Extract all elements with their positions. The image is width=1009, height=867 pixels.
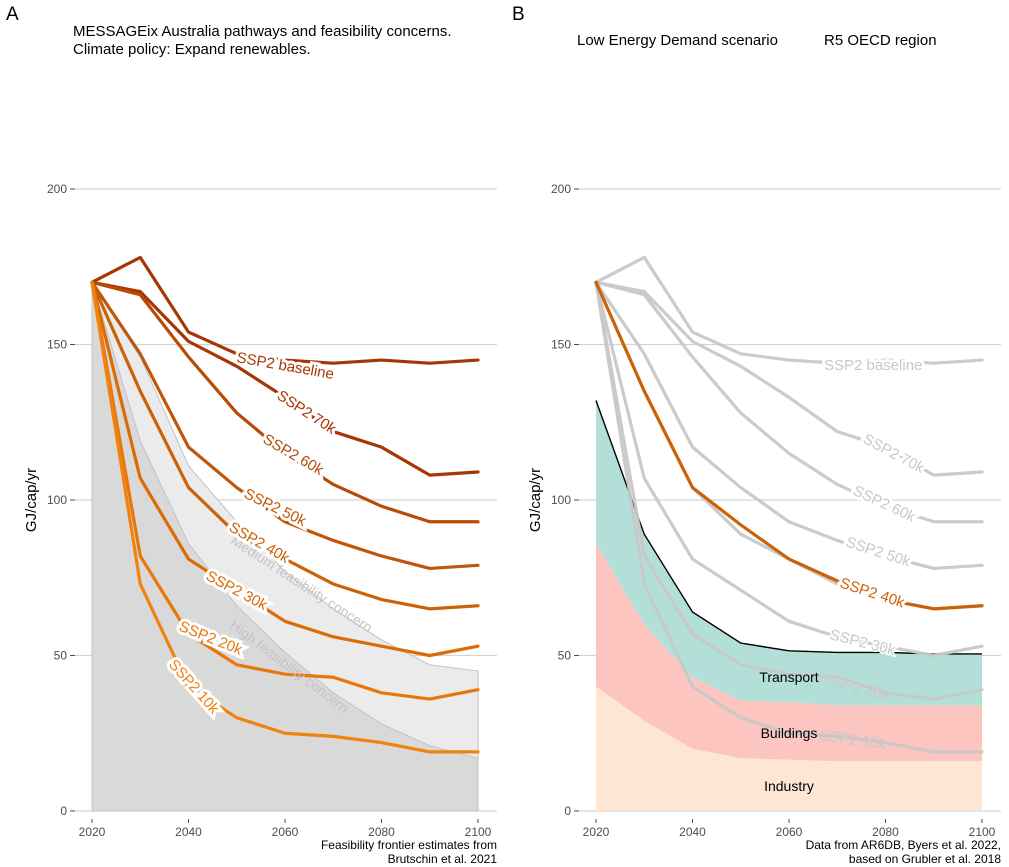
panel-b-x-tick-label-2080: 2080 xyxy=(872,825,899,839)
panel-a: A MESSAGEix Australia pathways and feasi… xyxy=(6,4,497,866)
panel-b-title-scenario: Low Energy Demand scenario xyxy=(577,32,778,49)
context-label-ssp2-70k: SSP2 70k xyxy=(860,431,927,478)
context-label-ssp2-40k: SSP2 40k xyxy=(838,575,907,612)
context-line-ssp2-70k xyxy=(596,282,982,475)
panel-b-y-tick-label-200: 200 xyxy=(551,182,571,196)
panel-b-letter: B xyxy=(512,4,525,25)
panel-a-y-tick-label-50: 50 xyxy=(54,649,68,663)
panel-b-y-tick-label-50: 50 xyxy=(558,649,572,663)
panel-b-caption-line-1: Data from AR6DB, Byers et al. 2022, xyxy=(806,838,1001,852)
label-ssp2-baseline: SSP2 baseline xyxy=(235,349,335,383)
panel-a-y-axis-label: GJ/cap/yr xyxy=(23,468,40,532)
context-line-ssp2-60k xyxy=(596,282,982,521)
panel-b-x-tick-label-2060: 2060 xyxy=(776,825,803,839)
sector-label-buildings: Buildings xyxy=(761,725,818,741)
sector-label-transport: Transport xyxy=(759,669,819,685)
panel-a-x-tick-label-2100: 2100 xyxy=(465,825,492,839)
panel-b: B Low Energy Demand scenario R5 OECD reg… xyxy=(512,4,1001,866)
panel-b-title-region: R5 OECD region xyxy=(824,32,937,49)
panel-a-caption-line-2: Brutschin et al. 2021 xyxy=(388,852,498,866)
panel-a-x-tick-label-2020: 2020 xyxy=(79,825,106,839)
panel-a-y-tick-label-150: 150 xyxy=(47,338,67,352)
panel-b-x-tick-label-2100: 2100 xyxy=(969,825,996,839)
label-ssp2-70k: SSP2 70k xyxy=(274,387,340,438)
panel-a-x-tick-label-2060: 2060 xyxy=(272,825,299,839)
panel-b-y-tick-label-0: 0 xyxy=(564,804,571,818)
panel-a-y-tick-label-0: 0 xyxy=(60,804,67,818)
panel-b-x-tick-label-2020: 2020 xyxy=(583,825,610,839)
panel-a-y-tick-label-100: 100 xyxy=(47,493,67,507)
context-label-ssp2-baseline: SSP2 baseline xyxy=(824,357,922,374)
panel-b-x-tick-label-2040: 2040 xyxy=(679,825,706,839)
panel-a-x-tick-label-2080: 2080 xyxy=(368,825,395,839)
label-ssp2-60k: SSP2 60k xyxy=(260,431,327,479)
context-line-ssp2-baseline xyxy=(596,257,982,363)
panel-a-y-tick-label-200: 200 xyxy=(47,182,67,196)
panel-a-x-tick-label-2040: 2040 xyxy=(175,825,202,839)
context-label-ssp2-50k: SSP2 50k xyxy=(844,534,913,571)
panel-a-title-line-2: Climate policy: Expand renewables. xyxy=(73,41,311,58)
line-ssp2-baseline xyxy=(92,257,478,363)
panel-b-y-axis-label: GJ/cap/yr xyxy=(527,468,544,532)
panel-b-caption-line-2: based on Grubler et al. 2018 xyxy=(849,852,1001,866)
panel-b-y-tick-label-100: 100 xyxy=(551,493,571,507)
sector-label-industry: Industry xyxy=(764,778,814,794)
panel-a-letter: A xyxy=(6,4,19,25)
context-line-ssp2-50k xyxy=(596,282,982,568)
panel-b-y-tick-label-150: 150 xyxy=(551,338,571,352)
context-label-ssp2-60k: SSP2 60k xyxy=(850,482,918,526)
label-ssp2-50k: SSP2 50k xyxy=(241,485,309,530)
panel-a-title-line-1: MESSAGEix Australia pathways and feasibi… xyxy=(73,23,452,40)
panel-a-caption-line-1: Feasibility frontier estimates from xyxy=(321,838,497,852)
